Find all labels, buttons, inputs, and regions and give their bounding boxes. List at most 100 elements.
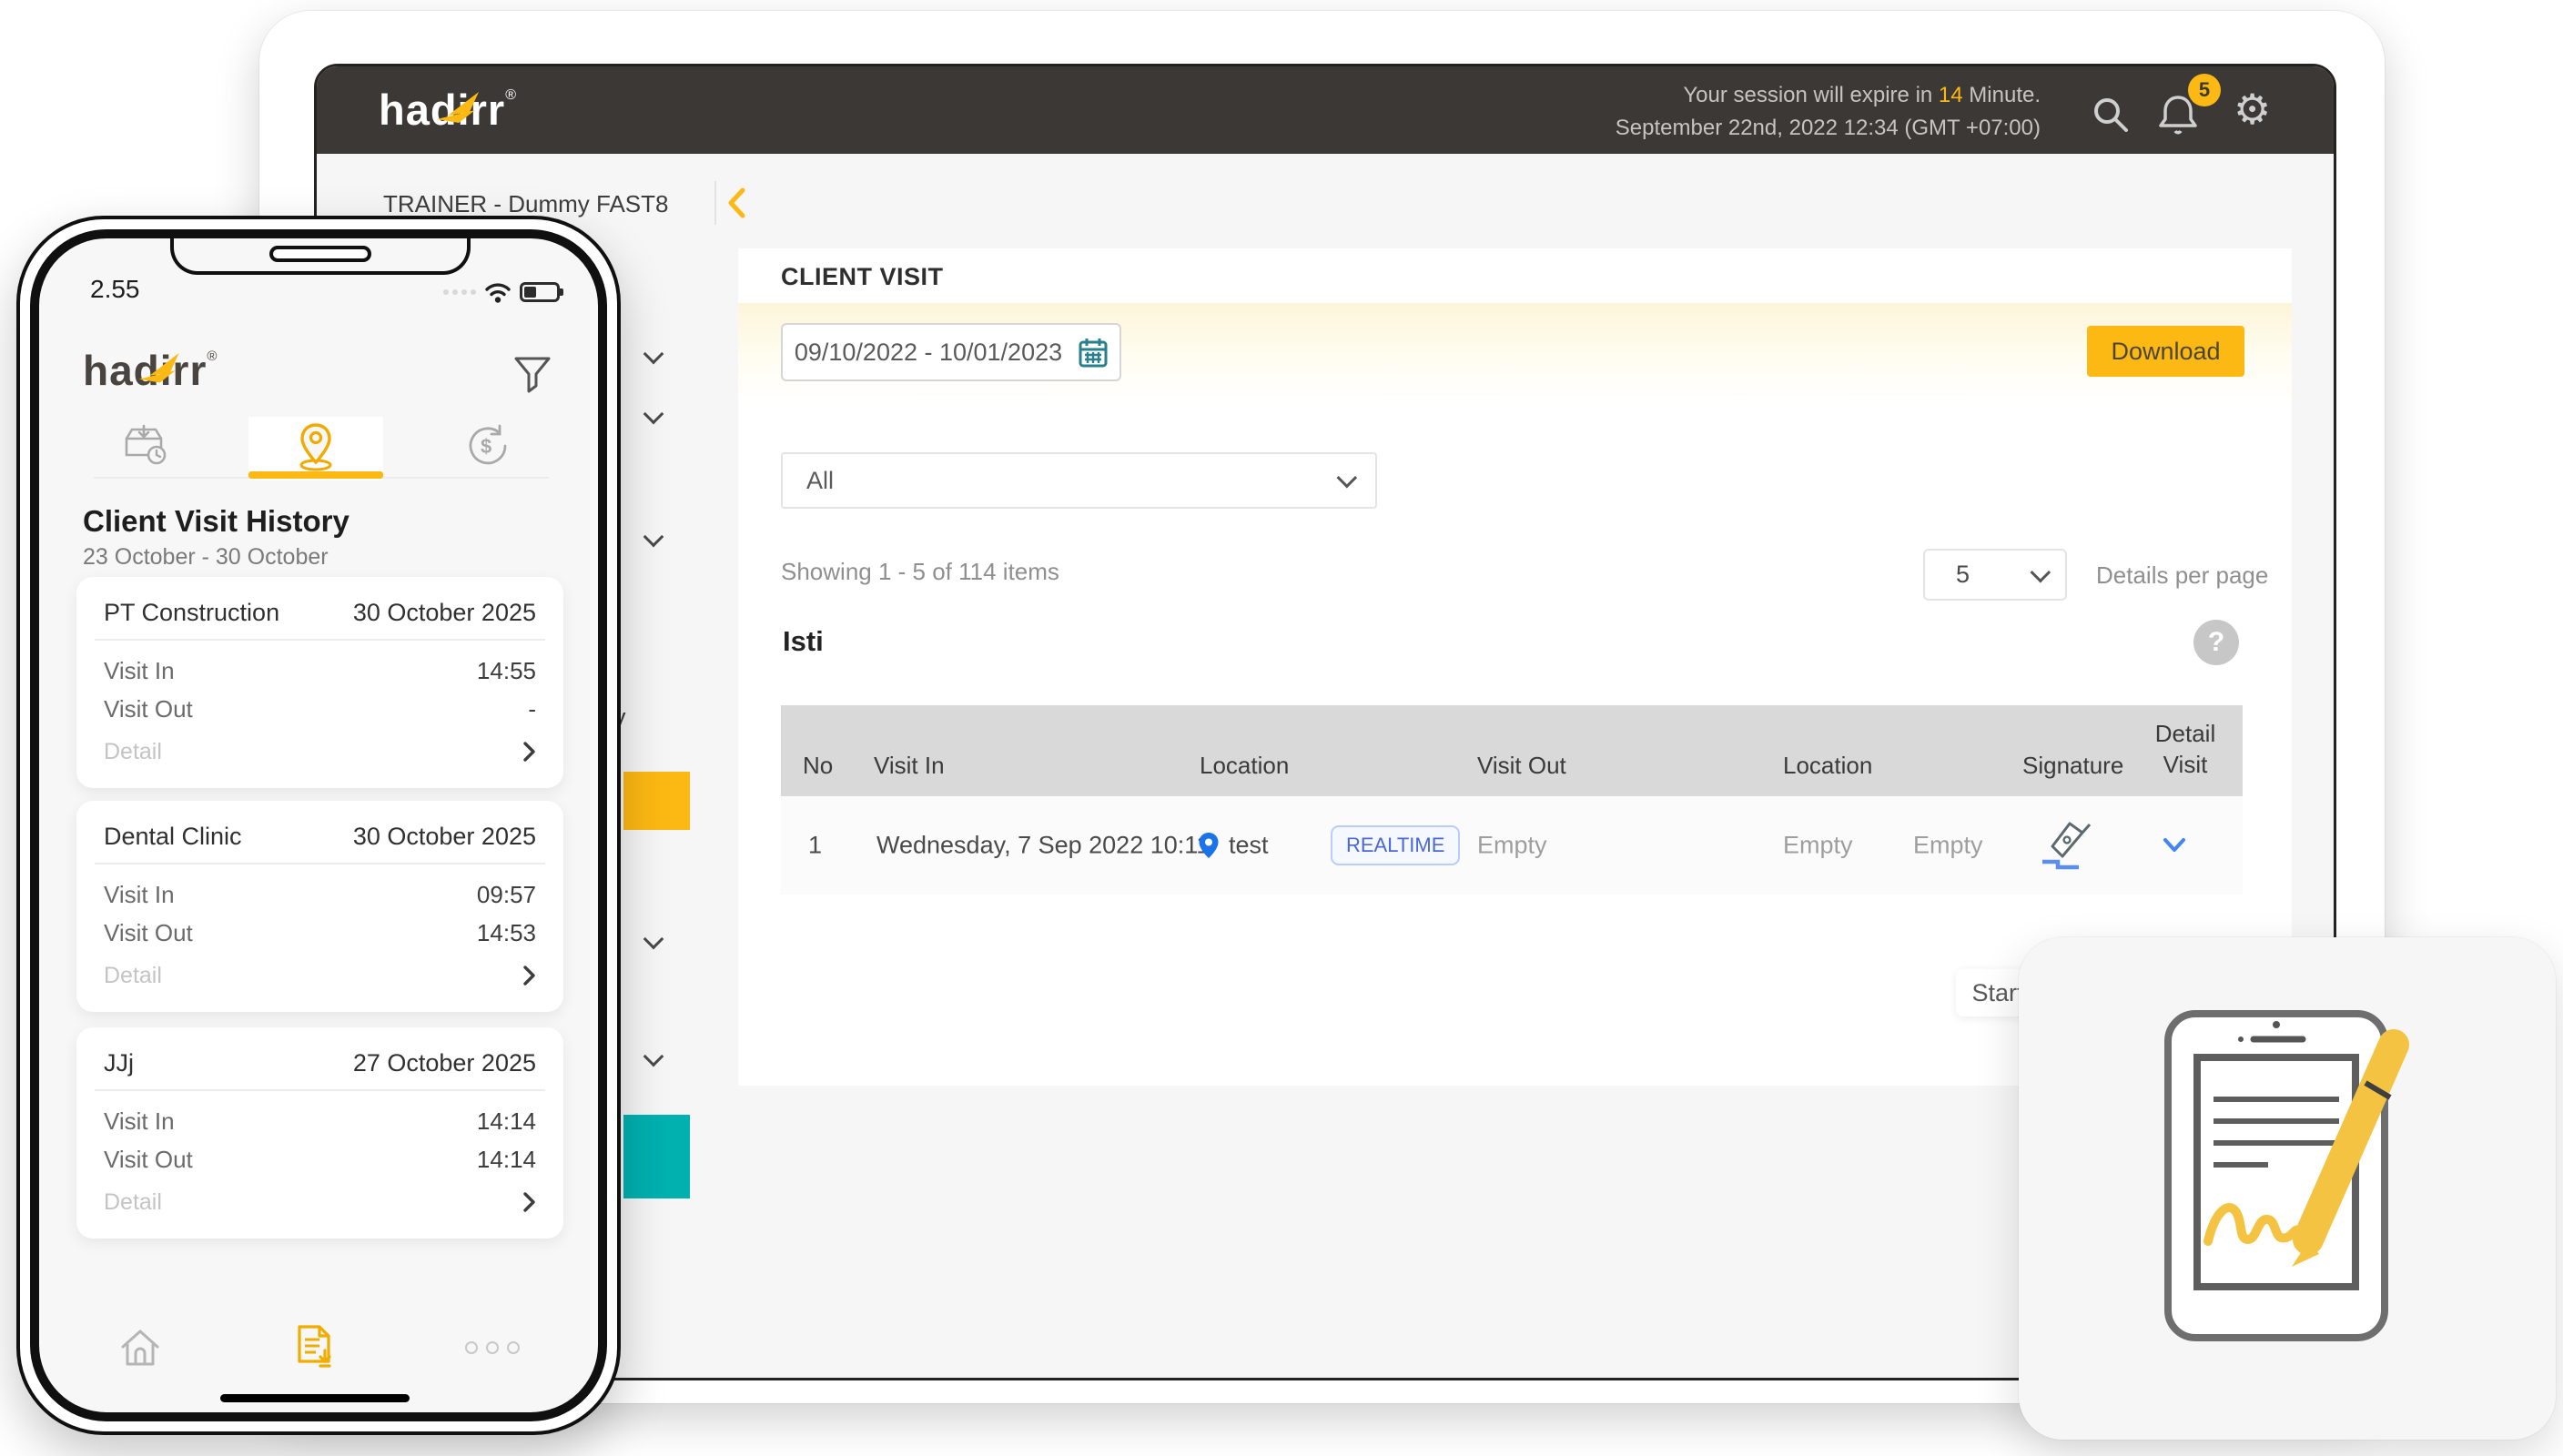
bell-icon[interactable]	[2156, 92, 2200, 137]
date-range-value: 09/10/2022 - 10/01/2023	[794, 338, 1063, 366]
visit-in-value: 09:57	[476, 881, 536, 908]
detail-visit-chevron-icon[interactable]	[2161, 835, 2188, 855]
filter-select-value: All	[806, 466, 835, 494]
col-no: No	[803, 752, 834, 779]
visit-card[interactable]: PT Construction 30 October 2025 Visit In…	[76, 577, 563, 788]
app-header: hadirr® Your session will expire in 14 M…	[317, 66, 2334, 154]
logo-text: hadirr	[379, 86, 506, 134]
session-datetime: September 22nd, 2022 12:34 (GMT +07:00)	[1615, 116, 2041, 140]
visit-in-value: 14:14	[476, 1107, 536, 1135]
client-name: PT Construction	[104, 599, 280, 626]
date-range-input[interactable]: 09/10/2022 - 10/01/2023	[781, 323, 1121, 381]
location-link[interactable]: test	[1229, 831, 1269, 859]
sidebar-chevron-down-icon[interactable]	[643, 526, 664, 548]
download-button[interactable]: Download	[2087, 326, 2244, 377]
session-minutes: 14	[1938, 83, 1963, 107]
home-indicator	[220, 1394, 410, 1402]
client-visit-panel: CLIENT VISIT 09/10/2022 - 10/01/2023	[738, 248, 2292, 1086]
visit-out-label: Visit Out	[104, 919, 193, 946]
logo-registered-mark: ®	[505, 87, 516, 103]
active-tab-underline	[248, 471, 383, 479]
calendar-icon[interactable]	[1079, 337, 1108, 368]
sidebar-active-highlight[interactable]	[623, 772, 690, 830]
col-location-2: Location	[1783, 752, 1873, 779]
showing-count-text: Showing 1 - 5 of 114 items	[781, 558, 1059, 585]
filter-icon[interactable]	[512, 355, 552, 395]
client-name: Dental Clinic	[104, 823, 242, 850]
detail-link[interactable]: Detail	[104, 739, 162, 764]
col-visit-in: Visit In	[874, 752, 945, 779]
per-page-value: 5	[1956, 561, 1970, 588]
laptop-mockup: hadirr® Your session will expire in 14 M…	[259, 11, 2385, 1403]
sidebar-chevron-down-icon[interactable]	[643, 403, 664, 425]
cell-location-2: Empty	[1783, 831, 1853, 859]
chevron-right-icon[interactable]	[522, 965, 536, 986]
sidebar-chevron-down-icon[interactable]	[643, 928, 664, 950]
sidebar-chevron-down-icon[interactable]	[643, 343, 664, 365]
cell-visit-in: Wednesday, 7 Sep 2022 10:11	[876, 831, 1211, 859]
cell-signature-note: Empty	[1913, 831, 1983, 859]
cell-no: 1	[808, 831, 823, 859]
status-time: 2.55	[90, 275, 140, 303]
help-icon[interactable]: ?	[2193, 620, 2239, 665]
divider	[95, 863, 545, 864]
signal-icon	[443, 289, 476, 295]
detail-link[interactable]: Detail	[104, 963, 162, 988]
tab-money-icon[interactable]: $	[463, 422, 511, 470]
signature-pen-icon[interactable]	[2039, 820, 2095, 871]
session-expiry-line: Your session will expire in 14 Minute.	[1683, 83, 2041, 107]
hadirr-logo[interactable]: hadirr®	[379, 85, 588, 139]
visit-in-label: Visit In	[104, 881, 175, 908]
location-pin-icon	[1199, 833, 1219, 858]
session-info: Your session will expire in 14 Minute. S…	[1616, 79, 2041, 145]
col-location: Location	[1200, 752, 1290, 779]
tab-location-icon[interactable]	[294, 422, 338, 473]
page-title: TRAINER - Dummy FAST8	[383, 190, 669, 217]
tablet-signature-illustration	[2164, 1010, 2409, 1341]
visit-in-value: 14:55	[476, 657, 536, 684]
divider	[95, 639, 545, 641]
search-icon[interactable]	[2090, 94, 2132, 136]
col-visit-out: Visit Out	[1477, 752, 1566, 779]
detail-link[interactable]: Detail	[104, 1189, 162, 1215]
chevron-right-icon[interactable]	[522, 741, 536, 763]
report-icon[interactable]	[292, 1323, 338, 1370]
phone-mockup: 2.55 hadirr®	[16, 216, 621, 1435]
wifi-icon	[485, 283, 511, 303]
phone-speaker	[269, 246, 371, 262]
col-detail-visit: Detail Visit	[2154, 720, 2216, 778]
home-icon[interactable]	[117, 1327, 163, 1369]
phone-notch	[170, 238, 471, 275]
sidebar-chevron-down-icon[interactable]	[643, 1046, 664, 1067]
per-page-label: Details per page	[2096, 561, 2269, 589]
gear-icon[interactable]: ⚙	[2234, 86, 2272, 133]
visit-date: 27 October 2025	[352, 1049, 536, 1077]
employee-group-title: Isti	[783, 625, 824, 657]
phone-screen: 2.55 hadirr®	[39, 238, 598, 1412]
visit-date: 30 October 2025	[352, 599, 536, 626]
hadirr-logo-phone: hadirr®	[83, 346, 283, 399]
per-page-select[interactable]: 5	[1923, 549, 2067, 601]
status-icons	[443, 280, 563, 304]
cell-visit-out: Empty	[1477, 831, 1547, 859]
signature-illustration-card	[2019, 937, 2556, 1440]
filter-select[interactable]: All	[781, 452, 1377, 509]
table-row[interactable]: 1 Wednesday, 7 Sep 2022 10:11 test REALT…	[781, 796, 2243, 895]
back-chevron-icon[interactable]	[724, 185, 750, 221]
visit-out-value: 14:14	[476, 1146, 536, 1173]
chevron-right-icon[interactable]	[522, 1191, 536, 1213]
tab-archive-icon[interactable]	[119, 422, 168, 470]
svg-text:$: $	[481, 435, 491, 458]
client-name: JJj	[104, 1049, 134, 1077]
col-signature: Signature	[2022, 752, 2124, 779]
sidebar-teal-block[interactable]	[623, 1115, 690, 1198]
logo-registered-mark: ®	[207, 349, 218, 364]
more-icon[interactable]	[465, 1341, 520, 1354]
desktop-app-screen: hadirr® Your session will expire in 14 M…	[314, 64, 2336, 1380]
section-title: CLIENT VISIT	[781, 263, 944, 290]
visit-out-value: -	[528, 695, 536, 723]
visit-card[interactable]: Dental Clinic 30 October 2025 Visit In 0…	[76, 801, 563, 1012]
visit-card[interactable]: JJj 27 October 2025 Visit In 14:14 Visit…	[76, 1027, 563, 1239]
visit-in-label: Visit In	[104, 657, 175, 684]
